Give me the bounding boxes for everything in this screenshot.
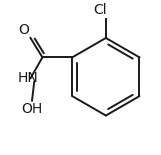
- Text: HN: HN: [17, 71, 38, 85]
- Text: O: O: [18, 23, 29, 37]
- Text: Cl: Cl: [93, 3, 107, 17]
- Text: OH: OH: [21, 102, 43, 116]
